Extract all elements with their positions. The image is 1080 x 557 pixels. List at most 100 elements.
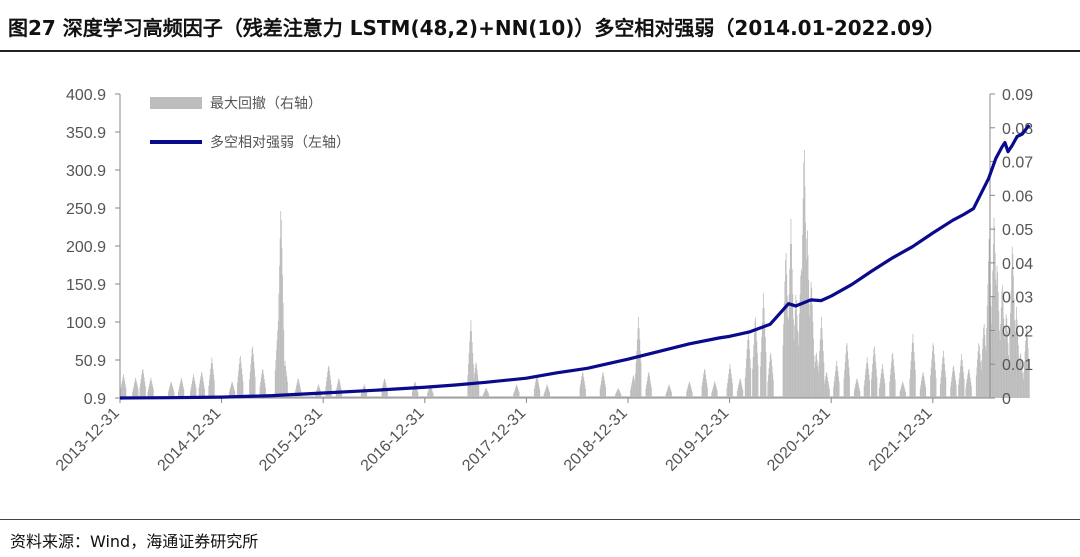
drawdown-bar <box>637 328 639 398</box>
drawdown-bar <box>767 381 769 398</box>
drawdown-bar <box>982 338 984 398</box>
drawdown-bar <box>469 331 471 398</box>
drawdown-bar <box>591 396 593 398</box>
drawdown-bar <box>506 396 508 398</box>
drawdown-bar <box>897 396 899 398</box>
drawdown-bar <box>758 396 760 398</box>
drawdown-bar <box>814 368 816 398</box>
drawdown-bar <box>766 396 768 398</box>
drawdown-bar <box>403 396 405 398</box>
drawdown-bar <box>938 396 939 398</box>
x-tick-label: 2016-12-31 <box>358 405 428 475</box>
drawdown-bar <box>570 396 572 398</box>
drawdown-bar <box>541 396 543 398</box>
drawdown-bar <box>371 396 373 398</box>
drawdown-bar <box>524 396 525 398</box>
drawdown-bar <box>302 396 304 398</box>
drawdown-bar <box>919 388 921 398</box>
drawdown-bar <box>431 389 433 398</box>
drawdown-bar <box>150 377 152 398</box>
left-tick-label: 250.9 <box>66 201 106 218</box>
drawdown-bar <box>1015 319 1017 398</box>
drawdown-bar <box>629 396 631 398</box>
drawdown-bar <box>474 372 475 398</box>
drawdown-bar <box>726 387 728 398</box>
drawdown-bar <box>764 337 766 398</box>
drawdown-bar <box>460 396 461 398</box>
drawdown-bar <box>906 396 908 398</box>
drawdown-bar <box>741 387 743 398</box>
x-tick-label: 2015-12-31 <box>256 405 326 475</box>
drawdown-bar <box>124 380 126 398</box>
drawdown-bar <box>298 378 299 398</box>
drawdown-bar <box>522 396 524 398</box>
drawdown-bar <box>864 374 866 398</box>
drawdown-bar <box>760 366 761 398</box>
drawdown-bar <box>830 396 832 398</box>
drawdown-bar <box>501 396 502 398</box>
drawdown-bar <box>925 396 927 398</box>
drawdown-bar <box>836 360 838 398</box>
drawdown-bar <box>659 396 661 398</box>
drawdown-bar <box>899 396 900 398</box>
drawdown-bar <box>736 396 738 398</box>
drawdown-bar <box>612 396 614 398</box>
drawdown-bar <box>503 396 505 398</box>
source-note: 资料来源：Wind，海通证券研究所 <box>10 532 259 551</box>
drawdown-bar <box>305 396 307 398</box>
drawdown-bar <box>696 396 698 398</box>
drawdown-bar <box>1020 359 1022 398</box>
drawdown-bar <box>201 373 203 398</box>
drawdown-bar <box>882 364 883 398</box>
drawdown-bar <box>853 396 855 398</box>
drawdown-bar <box>420 396 422 398</box>
drawdown-bar <box>445 396 447 398</box>
drawdown-bar <box>249 379 251 398</box>
drawdown-bar <box>468 352 470 398</box>
drawdown-bar <box>338 378 340 398</box>
drawdown-bar <box>372 396 374 398</box>
drawdown-bar <box>283 330 285 398</box>
drawdown-bar <box>625 396 627 398</box>
drawdown-bar <box>251 356 252 398</box>
drawdown-bar <box>298 381 300 398</box>
drawdown-bar <box>1004 338 1006 398</box>
drawdown-bar <box>543 396 544 398</box>
drawdown-bar <box>374 396 376 398</box>
drawdown-bar <box>613 396 614 398</box>
drawdown-bar <box>468 363 469 398</box>
drawdown-bar <box>954 375 956 398</box>
drawdown-bar <box>144 386 146 398</box>
drawdown-bar <box>378 396 380 398</box>
drawdown-bar <box>689 382 691 398</box>
drawdown-bar <box>516 384 518 398</box>
drawdown-bar <box>693 396 694 398</box>
drawdown-bar <box>697 396 699 398</box>
drawdown-bar <box>464 396 466 398</box>
drawdown-bar <box>652 396 653 398</box>
drawdown-bar <box>168 391 169 398</box>
drawdown-bar <box>825 372 827 398</box>
drawdown-bar <box>399 396 400 398</box>
drawdown-bar <box>397 396 399 398</box>
legend: 最大回撤（右轴） 多空相对强弱（左轴） <box>150 96 350 151</box>
drawdown-bar <box>469 342 471 398</box>
drawdown-bar <box>900 388 902 398</box>
drawdown-bar <box>677 396 678 398</box>
drawdown-bar <box>642 396 644 398</box>
drawdown-bar <box>861 396 863 398</box>
drawdown-bar <box>571 396 573 398</box>
drawdown-bar <box>664 396 666 398</box>
drawdown-bar <box>926 396 928 398</box>
drawdown-bar <box>334 396 336 398</box>
drawdown-bar <box>447 396 449 398</box>
drawdown-bar <box>850 396 852 398</box>
drawdown-bar <box>815 355 817 398</box>
drawdown-bar <box>975 396 977 398</box>
drawdown-bar <box>451 396 453 398</box>
drawdown-bar <box>675 396 677 398</box>
drawdown-bar <box>318 384 319 398</box>
drawdown-bar <box>136 383 138 398</box>
drawdown-bar <box>530 396 532 398</box>
drawdown-bar <box>858 385 860 398</box>
